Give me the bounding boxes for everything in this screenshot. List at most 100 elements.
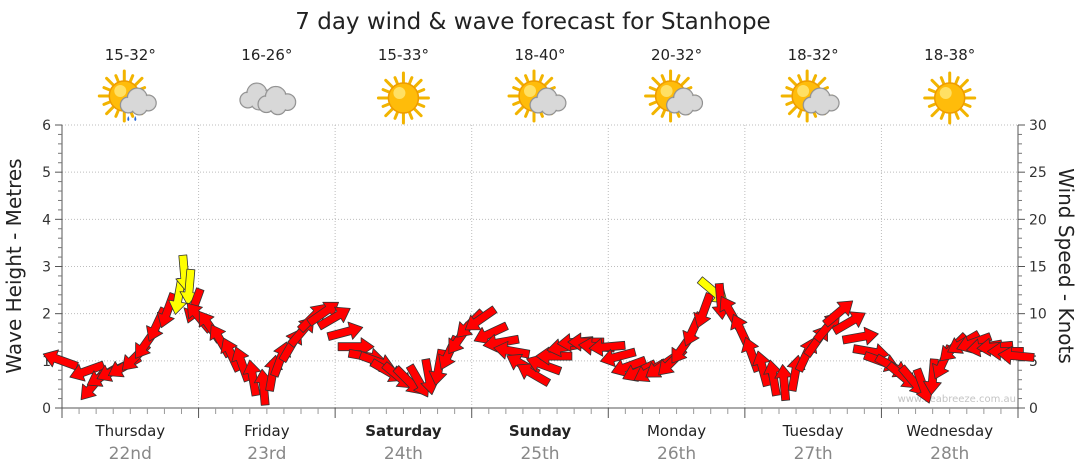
- rain-drop: [134, 116, 137, 121]
- day-temp: 18-38°: [924, 46, 975, 64]
- day-temp: 20-32°: [651, 46, 702, 64]
- sun-ray: [114, 108, 121, 118]
- cloud-fill: [132, 100, 147, 114]
- sun-ray: [927, 88, 938, 94]
- y-axis-title: Wave Height - Metres: [2, 158, 26, 373]
- sun-ray: [384, 78, 395, 89]
- sun-ray: [953, 76, 960, 86]
- wind-arrow: [242, 359, 262, 397]
- sun-disc: [933, 82, 966, 114]
- day-temp: 18-32°: [788, 46, 839, 64]
- sun-ray: [797, 74, 803, 84]
- sun-ray: [651, 105, 662, 116]
- y-tick-label: 1: [42, 354, 51, 370]
- sun-highlight: [393, 87, 406, 99]
- sun-cloud-icon: [644, 69, 704, 123]
- sun-ray: [543, 76, 554, 87]
- sun-ray: [412, 78, 423, 89]
- sun-ray: [114, 74, 121, 84]
- day-date: 28th: [930, 444, 969, 464]
- sun-ray: [512, 100, 522, 106]
- cloud-fill: [542, 100, 556, 114]
- sun-ray: [674, 74, 681, 84]
- sun-ray: [962, 102, 972, 108]
- sun-ray: [930, 78, 941, 89]
- sun-ray: [102, 86, 112, 92]
- y-tick-label: 3: [42, 260, 51, 276]
- sun-cloud-icon: [780, 69, 840, 123]
- sun-ray: [958, 107, 969, 118]
- day-date: 24th: [384, 444, 423, 464]
- wind-arrow: [997, 346, 1035, 365]
- sun-ray: [939, 110, 946, 120]
- y-tick-label: 5: [42, 165, 51, 181]
- sun-ray: [415, 88, 426, 94]
- sun-icon: [923, 71, 977, 125]
- sun-ray: [102, 100, 112, 106]
- sun-ray: [648, 100, 659, 106]
- y-tick-label: 6: [42, 118, 51, 134]
- sun-cloud-icon: [507, 69, 567, 123]
- sun-ray: [679, 76, 690, 87]
- sun-ray: [785, 100, 795, 106]
- sun-ray: [787, 105, 799, 116]
- sun-ray: [105, 105, 116, 116]
- sun-rays: [376, 71, 430, 125]
- day-name: Wednesday: [906, 422, 993, 440]
- rain-drop: [127, 116, 130, 121]
- cloud-shape: [257, 85, 297, 116]
- sun-ray: [384, 107, 395, 118]
- sun-ray: [962, 88, 972, 94]
- sun-ray: [660, 108, 667, 118]
- day-temp: 16-26°: [241, 46, 292, 64]
- sun-ray: [524, 74, 530, 84]
- sun-ray: [393, 76, 400, 86]
- sun-ray: [512, 86, 522, 92]
- day-date: 23rd: [247, 444, 286, 464]
- day-name: Sunday: [509, 422, 572, 440]
- sun-ray: [816, 76, 827, 87]
- sun-highlight: [524, 85, 536, 97]
- sun-ray: [524, 108, 530, 118]
- sun-ray: [785, 86, 795, 92]
- cloud-icon: [239, 82, 297, 116]
- day-name: Friday: [244, 422, 290, 440]
- cloud-shape: [802, 87, 840, 116]
- sun-ray: [415, 102, 426, 108]
- sun-ray: [797, 108, 803, 118]
- wind-arrow: [69, 360, 106, 382]
- day-name: Thursday: [94, 422, 165, 440]
- day-date: 27th: [794, 444, 833, 464]
- wind-arrow: [588, 337, 626, 357]
- day-temp: 18-40°: [514, 46, 565, 64]
- wind-arrow: [822, 300, 854, 328]
- day-name: Monday: [647, 422, 706, 440]
- y2-tick-label: 15: [1029, 260, 1047, 276]
- sun-ray: [651, 76, 662, 87]
- y2-axis-title: Wind Speed - Knots: [1054, 168, 1078, 364]
- sun-icon: [376, 71, 430, 125]
- cloud-fill: [270, 98, 286, 114]
- sun-ray: [930, 107, 941, 118]
- wind-arrow: [599, 347, 637, 368]
- y-tick-label: 4: [42, 212, 51, 228]
- sun-ray: [953, 110, 960, 120]
- sun-ray: [105, 76, 116, 87]
- day-temp: 15-32°: [105, 46, 156, 64]
- cloud-fill: [678, 100, 693, 114]
- day-date: 22nd: [109, 444, 152, 464]
- wind-arrow: [220, 337, 243, 373]
- sun-ray: [660, 74, 667, 84]
- chart-title: 7 day wind & wave forecast for Stanhope: [295, 9, 770, 35]
- wind-arrow: [316, 306, 351, 331]
- sun-cloud-rain-icon: [97, 69, 157, 123]
- day-temp: 15-33°: [378, 46, 429, 64]
- cloud-shape: [119, 87, 157, 116]
- sun-highlight: [797, 85, 810, 97]
- day-date: 25th: [520, 444, 559, 464]
- wind-arrow: [841, 326, 879, 346]
- cloud-shape: [239, 82, 277, 111]
- sun-ray: [648, 86, 659, 92]
- sun-ray: [927, 102, 938, 108]
